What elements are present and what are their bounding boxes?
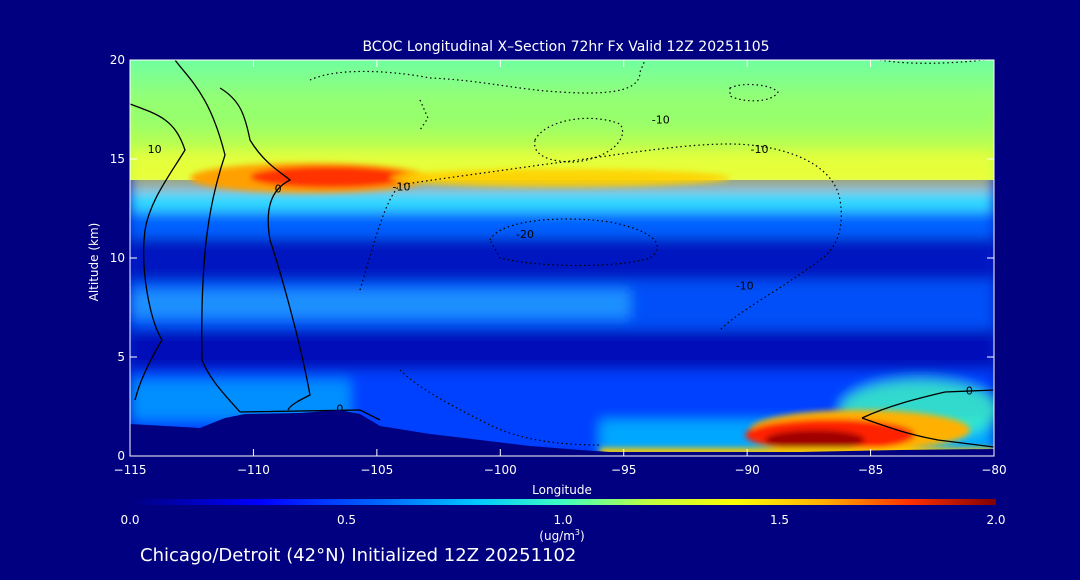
contour-label: 0 [275, 183, 282, 196]
colorbar-tick-label: 0.0 [120, 513, 139, 527]
field-shading [130, 100, 994, 456]
contour-lines [130, 60, 994, 448]
y-tick-label: 5 [117, 350, 125, 364]
colorbar [130, 499, 996, 505]
contour-label: -10 [652, 113, 670, 126]
chart-title: BCOC Longitudinal X–Section 72hr Fx Vali… [362, 39, 769, 55]
x-axis-label: Longitude [532, 483, 592, 497]
y-axis: 0 5 10 15 20 [110, 53, 994, 463]
x-tick-label: −115 [114, 463, 147, 477]
plot-area: 10 0 -10 -10 -10 -20 -10 0 0 [130, 60, 994, 456]
x-tick-label: −85 [858, 463, 883, 477]
x-tick-label: −100 [484, 463, 517, 477]
terrain [130, 410, 994, 456]
y-tick-label: 10 [110, 251, 125, 265]
y-tick-label: 0 [117, 449, 125, 463]
y-tick-label: 15 [110, 152, 125, 166]
contour-label: -20 [516, 228, 534, 241]
contour-label: -10 [736, 280, 754, 293]
footer-caption: Chicago/Detroit (42°N) Initialized 12Z 2… [140, 545, 576, 566]
contour-label: 0 [966, 385, 973, 398]
y-tick-label: 20 [110, 53, 125, 67]
negative-contours [309, 60, 991, 446]
x-tick-label: −105 [360, 463, 393, 477]
colorbar-tick-label: 1.0 [553, 513, 572, 527]
x-tick-label: −80 [981, 463, 1006, 477]
contour-label: -10 [751, 143, 769, 156]
concentration-maxima [190, 163, 994, 456]
x-axis: −115 −110 −105 −100 −95 −90 −85 −80 [114, 60, 1007, 477]
y-axis-label: Altitude (km) [87, 223, 101, 302]
contour-label: 0 [336, 402, 343, 415]
x-tick-label: −95 [611, 463, 636, 477]
colorbar-tick-label: 1.5 [770, 513, 789, 527]
x-tick-label: −90 [734, 463, 759, 477]
colorbar-unit-label: (ug/m3) [539, 528, 584, 543]
contour-label: -10 [393, 181, 411, 194]
colorbar-tick-label: 0.5 [337, 513, 356, 527]
colorbar-ticks: 0.0 0.5 1.0 1.5 2.0 [120, 513, 1005, 527]
contour-label-layer: 10 0 -10 -10 -10 -20 -10 0 0 [148, 113, 973, 415]
colorbar-tick-label: 2.0 [986, 513, 1005, 527]
x-tick-label: −110 [237, 463, 270, 477]
contour-label: 10 [148, 143, 162, 156]
